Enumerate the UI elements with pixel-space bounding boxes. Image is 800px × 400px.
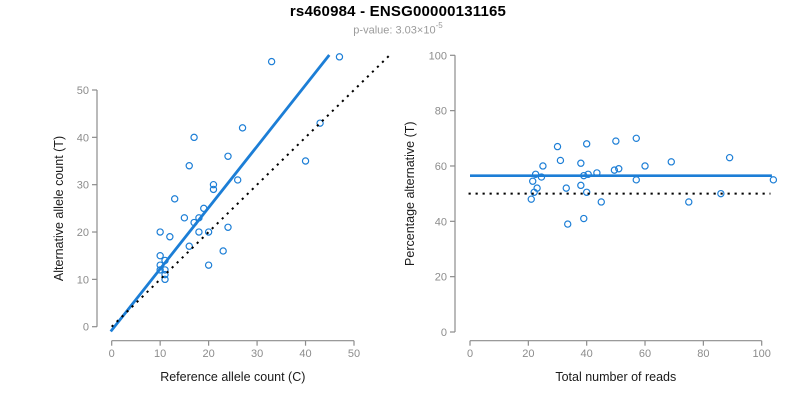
scatter-point [161,270,169,279]
p-value-exponent: -5 [435,21,443,30]
scatter-point [553,142,562,151]
scatter-point [233,176,242,184]
scatter-point [224,223,232,231]
scatter-point [580,214,588,223]
scatter-point [641,162,649,170]
scatter-point [562,184,570,192]
scatter-point [577,159,585,167]
right-plot: 0 20 40 60 80 100 0 20 40 60 80 100 Total number of … [403,50,778,384]
scatter-point [185,162,193,170]
scatter-point [166,233,174,241]
x-tick-label: 50 [348,348,360,360]
scatter-point [531,170,540,178]
scatter-point [685,198,693,206]
y-tick-label: 0 [441,327,447,339]
x-tick-label: 20 [202,348,214,360]
scatter-point [190,133,198,142]
scatter-point [564,220,572,228]
scatter-point [161,266,169,274]
scatter-point [180,214,189,222]
scatter-point [204,228,213,236]
x-axis-title: Total number of reads [555,370,676,384]
x-tick-label: 0 [109,348,115,360]
scatter-point [582,188,591,196]
scatter-point [209,185,218,194]
scatter-point [597,198,605,206]
fit-line [109,54,331,333]
scatter-point [195,228,203,236]
x-tick-label: 20 [522,348,534,360]
scatter-point [769,176,778,184]
scatter-point [556,156,565,165]
x-tick-label: 10 [154,348,166,360]
y-tick-label: 40 [77,132,89,144]
x-tick-label: 40 [299,348,311,360]
scatter-point [667,158,675,166]
scatter-point [527,195,535,203]
scatter-point [537,173,546,181]
y-tick-label: 60 [435,161,447,173]
x-axis-title: Reference allele count (C) [160,370,305,384]
y-axis-title: Alternative allele count (T) [52,136,66,281]
scatter-point [209,180,218,189]
y-tick-label: 20 [77,227,89,239]
scatter-point [539,162,547,170]
scatter-point [610,166,619,174]
scatter-point [316,119,324,127]
scatter-point [170,195,179,203]
scatter-point [612,137,620,145]
left-plot: 0 10 20 30 40 50 0 10 20 30 40 50 Reference allele c… [52,53,391,384]
scatter-point [529,177,537,185]
y-tick-label: 80 [435,106,447,118]
p-value-label: p-value: 3.03×10-5 [0,21,796,37]
y-tick-label: 100 [429,50,447,62]
x-tick-label: 30 [251,348,263,360]
x-tick-label: 80 [697,348,709,360]
scatter-point [156,228,164,236]
scatter-point [533,184,541,192]
scatter-point [238,124,247,132]
scatter-point [582,140,591,148]
x-tick-label: 0 [467,348,473,360]
scatter-point [185,242,193,250]
scatter-point [615,165,623,173]
scatter-point [335,53,344,61]
x-tick-label: 100 [753,348,771,360]
x-tick-label: 40 [581,348,593,360]
scatter-point [632,134,640,143]
scatter-point [301,157,310,165]
scatter-point [204,261,213,269]
scatter-point [632,176,640,184]
x-tick-label: 60 [639,348,651,360]
scatter-point [224,152,232,160]
p-value-text: p-value: 3.03×10 [353,24,436,37]
y-tick-label: 20 [435,272,447,284]
y-tick-label: 50 [77,85,89,97]
scatter-point [717,189,725,198]
scatter-point [267,57,276,66]
y-tick-label: 30 [77,180,89,192]
y-tick-label: 10 [77,274,89,286]
scatter-point [725,153,734,162]
identity-line [111,54,391,328]
scatter-point [219,247,227,255]
scatter-point [156,251,164,260]
y-tick-label: 0 [83,322,89,334]
y-tick-label: 40 [435,216,447,228]
scatter-point [584,170,592,178]
plot-title: rs460984 - ENSG00000131165 [289,3,507,20]
scatter-point [577,181,585,190]
y-axis-title: Percentage alternative (T) [403,121,417,266]
scatter-point [161,275,169,284]
